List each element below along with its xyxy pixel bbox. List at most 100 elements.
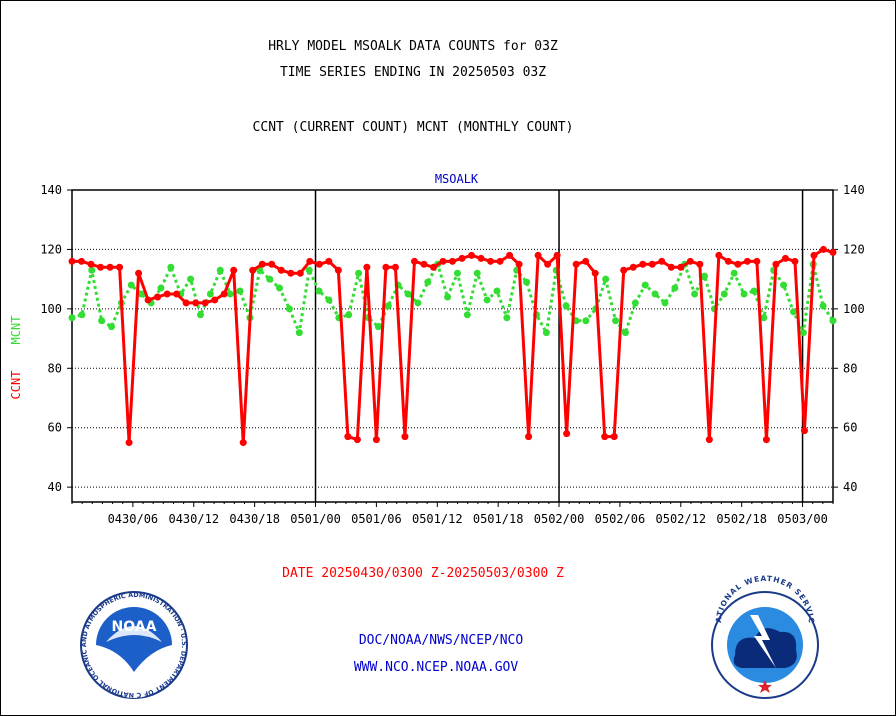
ccnt-point — [135, 269, 143, 277]
y-tick-label-left: 120 — [40, 242, 62, 256]
ccnt-point — [277, 266, 285, 274]
mcnt-point — [414, 299, 422, 307]
ccnt-point — [439, 257, 447, 265]
website-link[interactable]: WWW.NCO.NCEP.NOAA.GOV — [353, 660, 519, 675]
ccnt-point — [382, 263, 390, 271]
mcnt-point — [453, 269, 461, 277]
ccnt-point — [667, 263, 675, 271]
mcnt-point — [295, 329, 303, 337]
ccnt-point — [429, 263, 437, 271]
ccnt-point — [68, 257, 76, 265]
ccnt-point — [401, 433, 409, 441]
mcnt-point — [187, 275, 195, 283]
ccnt-point — [544, 260, 552, 268]
mcnt-point — [651, 290, 659, 298]
ccnt-point — [810, 251, 818, 259]
mcnt-point — [819, 302, 827, 310]
y-tick-label-right: 100 — [843, 302, 865, 316]
mcnt-point — [691, 290, 699, 298]
x-tick-label: 0502/18 — [716, 512, 767, 526]
ccnt-point — [296, 269, 304, 277]
ccnt-point — [791, 257, 799, 265]
mcnt-point — [641, 281, 649, 289]
ccnt-point — [125, 439, 133, 447]
ccnt-point — [772, 260, 780, 268]
ccnt-point — [724, 257, 732, 265]
y-tick-label-left: 100 — [40, 302, 62, 316]
ccnt-point — [249, 266, 257, 274]
mcnt-point — [355, 269, 363, 277]
x-tick-label: 0501/12 — [412, 512, 463, 526]
x-tick-label: 0502/12 — [656, 512, 707, 526]
y-tick-label-right: 60 — [843, 421, 857, 435]
ccnt-point — [601, 433, 609, 441]
ccnt-point — [449, 257, 456, 265]
ccnt-point — [363, 263, 371, 271]
mcnt-point — [750, 287, 758, 295]
ccnt-point — [677, 263, 685, 271]
mcnt-point — [305, 266, 313, 274]
y-tick-label-left: 80 — [48, 361, 62, 375]
plot-title: MSOALK — [435, 172, 479, 186]
y-tick-label-left: 140 — [40, 183, 62, 197]
ccnt-point — [515, 260, 523, 268]
ccnt-point — [658, 257, 666, 265]
mcnt-point — [562, 302, 570, 310]
mcnt-point — [483, 296, 491, 304]
org-path-label: DOC/NOAA/NWS/NCEP/NCO — [358, 633, 524, 648]
mcnt-point — [88, 266, 96, 274]
x-tick-label: 0502/06 — [595, 512, 646, 526]
ccnt-line — [72, 247, 834, 445]
ccnt-point — [743, 257, 751, 265]
mcnt-point — [829, 317, 837, 325]
ccnt-point — [781, 254, 789, 262]
ccnt-point — [201, 299, 209, 307]
mcnt-point — [137, 290, 145, 298]
ccnt-point — [800, 427, 808, 435]
mcnt-point — [473, 269, 481, 277]
x-tick-label: 0502/00 — [534, 512, 585, 526]
y-tick-label-left: 40 — [48, 480, 62, 494]
mcnt-point — [384, 302, 392, 310]
y-axis-label-ccnt: CCNT — [9, 371, 23, 400]
ccnt-point — [287, 269, 295, 277]
ccnt-point — [334, 266, 342, 274]
ccnt-point — [762, 436, 770, 444]
x-tick-label: 0501/18 — [473, 512, 524, 526]
mcnt-point — [374, 323, 382, 331]
ccnt-point — [410, 257, 418, 265]
mcnt-point — [206, 290, 214, 298]
ccnt-point — [192, 299, 200, 307]
mcnt-point — [157, 284, 165, 292]
mcnt-point — [612, 317, 620, 325]
ccnt-point — [648, 260, 656, 268]
mcnt-point — [315, 287, 323, 295]
mcnt-point — [602, 275, 610, 283]
y-tick-label-right: 80 — [843, 361, 857, 375]
mcnt-point — [493, 287, 501, 295]
mcnt-point — [236, 287, 244, 295]
ccnt-point — [468, 251, 476, 259]
ccnt-point — [372, 436, 380, 444]
ccnt-point — [582, 257, 590, 265]
chart-title-line1: HRLY MODEL MSOALK DATA COUNTS for 03Z — [268, 39, 558, 54]
mcnt-point — [276, 284, 284, 292]
mcnt-point — [582, 317, 590, 325]
ccnt-point — [106, 263, 114, 271]
ccnt-point — [163, 290, 171, 298]
mcnt-point — [503, 314, 511, 322]
mcnt-point — [266, 275, 274, 283]
ccnt-point — [487, 257, 495, 265]
ccnt-point — [572, 260, 580, 268]
mcnt-point — [661, 299, 669, 307]
ccnt-point — [353, 436, 361, 444]
mcnt-point — [720, 290, 728, 298]
mcnt-point — [789, 308, 797, 316]
mcnt-point — [167, 263, 175, 271]
ccnt-point — [268, 260, 276, 268]
mcnt-point — [127, 281, 135, 289]
ccnt-point — [525, 433, 533, 441]
mcnt-point — [730, 269, 738, 277]
ccnt-point — [78, 257, 86, 265]
